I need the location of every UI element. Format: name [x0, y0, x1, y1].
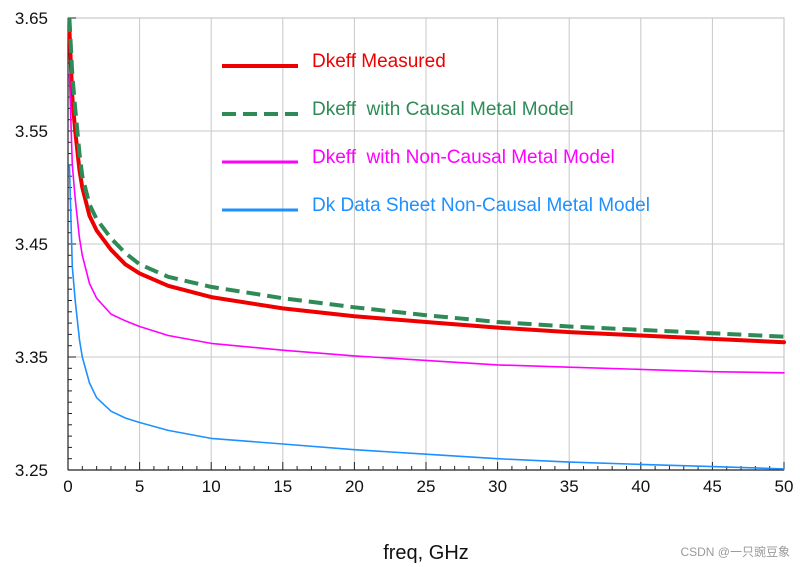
x-tick-label: 20: [345, 477, 364, 496]
series-line-2: [67, 17, 785, 339]
series-group: [67, 17, 786, 470]
x-tick-label: 30: [488, 477, 507, 496]
legend-label-4: Dk Data Sheet Non-Causal Metal Model: [312, 195, 650, 216]
legend-label-2: Dkeff with Causal Metal Model: [312, 99, 574, 120]
x-tick-label: 40: [631, 477, 650, 496]
x-tick-label: 0: [63, 477, 72, 496]
series-line-4: [68, 164, 785, 470]
y-tick-label: 3.45: [15, 235, 48, 254]
y-tick-label: 3.35: [15, 348, 48, 367]
x-tick-label: 10: [202, 477, 221, 496]
legend-label-3: Dkeff with Non-Causal Metal Model: [312, 147, 615, 168]
x-tick-label: 50: [775, 477, 794, 496]
y-tick-label: 3.55: [15, 122, 48, 141]
x-tick-label: 15: [273, 477, 292, 496]
watermark: CSDN @一只豌豆象: [680, 544, 790, 559]
y-tick-label: 3.65: [15, 9, 48, 28]
x-tick-label: 25: [417, 477, 436, 496]
x-tick-label: 45: [703, 477, 722, 496]
y-tick-label: 3.25: [15, 461, 48, 480]
legend-label-1: Dkeff Measured: [312, 51, 446, 72]
legend: Dkeff Measured Dkeff with Causal Metal Mo…: [222, 51, 650, 216]
x-tick-label: 35: [560, 477, 579, 496]
grid: [68, 18, 784, 470]
x-tick-label: 5: [135, 477, 144, 496]
series-line-3: [68, 73, 785, 374]
x-axis-label: freq, GHz: [383, 542, 469, 564]
axes: 3.25 3.35 3.45 3.55 3.65 0 5 10 15 20 25 30 35 40 45 50: [15, 9, 794, 496]
